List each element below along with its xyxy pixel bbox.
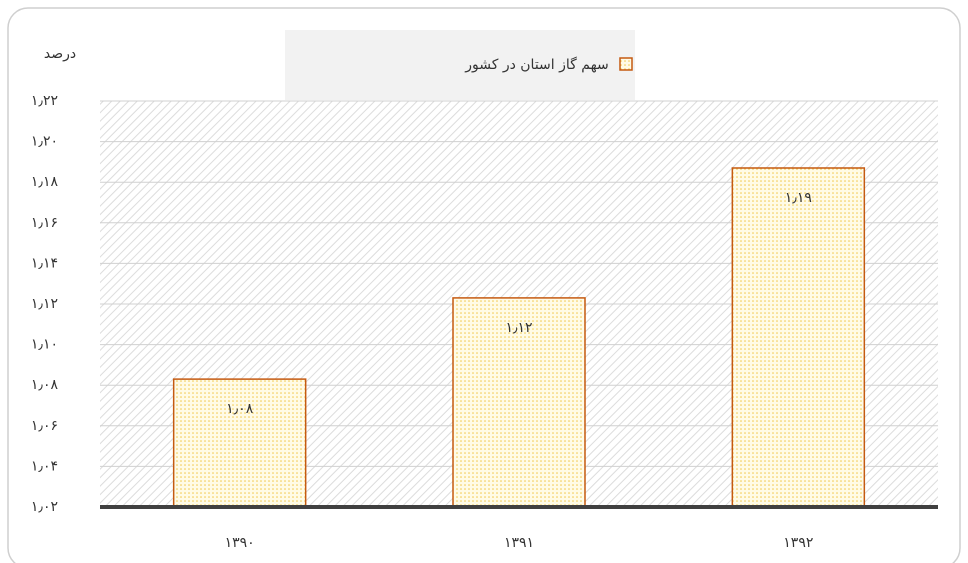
x-tick-label: ۱۳۹۲ <box>783 535 813 551</box>
data-label: ۱٫۱۹ <box>785 190 812 206</box>
y-tick-label: ۱٫۱۸ <box>31 174 59 190</box>
y-tick-label: ۱٫۰۲ <box>31 499 58 515</box>
y-tick-label: ۱٫۱۲ <box>31 296 58 312</box>
y-tick-label: ۱٫۰۴ <box>31 458 58 474</box>
y-axis-label: درصد <box>44 46 76 62</box>
y-tick-label: ۱٫۱۴ <box>31 255 58 271</box>
y-tick-label: ۱٫۲۰ <box>31 134 58 150</box>
x-tick-label: ۱۳۹۰ <box>225 535 255 551</box>
x-tick-label: ۱۳۹۱ <box>504 535 534 551</box>
y-tick-label: ۱٫۰۶ <box>31 418 58 434</box>
legend-box <box>285 30 635 100</box>
bar <box>731 167 866 508</box>
legend-swatch <box>619 57 633 71</box>
y-tick-label: ۱٫۱۰ <box>31 337 58 353</box>
bar <box>452 297 586 508</box>
legend-label: سهم گاز استان در کشور <box>464 56 609 73</box>
data-label: ۱٫۰۸ <box>226 401 254 417</box>
y-tick-label: ۱٫۲۲ <box>31 93 58 109</box>
y-tick-label: ۱٫۰۸ <box>31 377 59 393</box>
y-tick-label: ۱٫۱۶ <box>31 215 58 231</box>
bar <box>172 378 307 508</box>
data-label: ۱٫۱۲ <box>505 320 532 336</box>
